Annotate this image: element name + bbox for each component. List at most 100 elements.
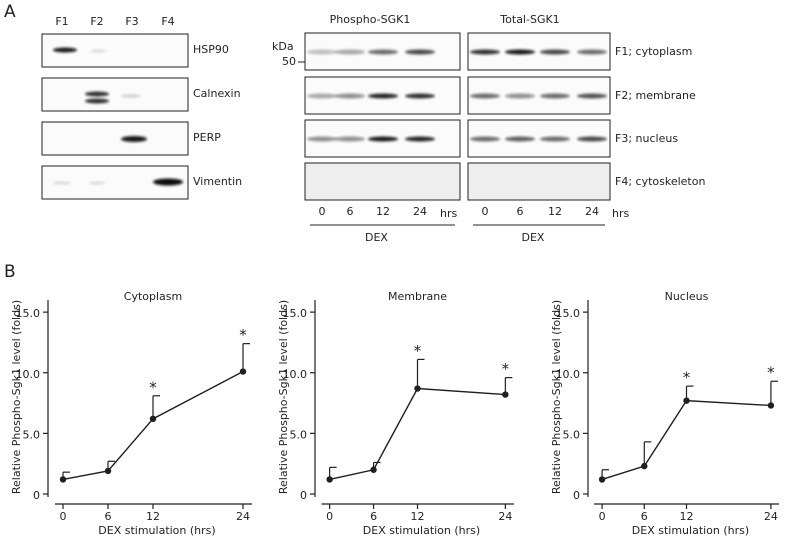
time-label: 12 (548, 205, 562, 218)
data-point (149, 415, 157, 423)
x-tick-label: 12 (146, 510, 160, 523)
band (121, 136, 147, 142)
y-tick-label: 15.0 (283, 307, 308, 320)
data-point (641, 462, 648, 470)
column-label: F4 (161, 15, 174, 28)
significance-mark: * (149, 378, 157, 396)
band (540, 93, 570, 99)
y-tick-label: 15.0 (16, 307, 41, 320)
x-tick-label: 24 (498, 510, 512, 523)
band (368, 93, 398, 99)
time-label: 0 (482, 205, 489, 218)
band (405, 49, 435, 55)
band (53, 47, 77, 53)
band (405, 136, 435, 142)
kda-label: kDa (272, 40, 294, 53)
data-line (601, 399, 771, 481)
significance-mark: * (239, 326, 247, 344)
band (577, 93, 607, 99)
time-label: 6 (347, 205, 354, 218)
blot-box (467, 162, 611, 201)
y-tick-label: 10.0 (556, 368, 581, 381)
x-tick-label: 12 (411, 510, 425, 523)
y-axis-label: Relative Phospho-Sgk1 level (folds) (277, 300, 290, 494)
time-label: 24 (413, 205, 427, 218)
x-axis-label: DEX stimulation (hrs) (632, 524, 749, 537)
row-label: Vimentin (193, 175, 242, 188)
time-label: 0 (319, 205, 326, 218)
x-tick-label: 0 (599, 510, 606, 523)
data-point (598, 476, 606, 483)
row-label: F1; cytoplasm (615, 45, 692, 58)
band (307, 93, 337, 99)
blot-title: Phospho-SGK1 (330, 13, 411, 26)
y-tick-label: 10.0 (16, 368, 41, 381)
data-line (62, 370, 244, 481)
row-label: Calnexin (193, 87, 241, 100)
band (577, 136, 607, 142)
band (90, 49, 106, 53)
band (505, 93, 535, 99)
y-tick-label: 5.0 (563, 428, 581, 441)
time-unit: hrs (440, 207, 457, 220)
y-tick-label: 15.0 (556, 307, 581, 320)
data-point (414, 385, 421, 392)
data-point (683, 397, 690, 404)
row-label: HSP90 (193, 43, 229, 56)
significance-mark: * (767, 364, 775, 382)
band (368, 136, 398, 142)
band (335, 136, 365, 142)
time-label: 24 (585, 205, 599, 218)
treatment-label: DEX (365, 231, 388, 244)
x-tick-label: 12 (680, 510, 694, 523)
y-tick-label: 0 (33, 489, 40, 502)
data-point (59, 476, 67, 483)
y-axis-label: Relative Phospho-Sgk1 level (folds) (10, 300, 23, 494)
blot-box (41, 77, 189, 112)
chart-title: Cytoplasm (124, 290, 182, 303)
x-tick-label: 6 (641, 510, 648, 523)
band (335, 49, 365, 55)
band (540, 136, 570, 142)
time-unit: hrs (612, 207, 629, 220)
significance-mark: * (414, 342, 422, 360)
panel-label: B (4, 262, 16, 282)
row-label: F2; membrane (615, 89, 696, 102)
x-tick-label: 6 (105, 510, 112, 523)
band (89, 181, 105, 185)
band (153, 178, 183, 186)
data-point (767, 402, 775, 409)
blot-title: Total-SGK1 (499, 13, 559, 26)
band (505, 49, 535, 55)
treatment-label: DEX (522, 231, 545, 244)
band (85, 91, 109, 97)
row-label: PERP (193, 131, 221, 144)
data-point (239, 368, 247, 375)
y-tick-label: 0 (300, 489, 307, 502)
band (85, 98, 109, 104)
band (307, 136, 337, 142)
band (577, 49, 607, 55)
x-axis-label: DEX stimulation (hrs) (98, 524, 215, 537)
chart-title: Nucleus (665, 290, 709, 303)
data-point (502, 391, 509, 398)
y-tick-label: 10.0 (283, 368, 308, 381)
significance-mark: * (683, 369, 691, 387)
band (470, 93, 500, 99)
time-label: 12 (376, 205, 390, 218)
x-tick-label: 6 (370, 510, 377, 523)
y-tick-label: 0 (573, 489, 580, 502)
x-tick-label: 0 (326, 510, 333, 523)
band (335, 93, 365, 99)
band (368, 49, 398, 55)
x-axis-label: DEX stimulation (hrs) (363, 524, 480, 537)
column-label: F1 (55, 15, 68, 28)
band (540, 49, 570, 55)
blot-box (41, 121, 189, 156)
significance-mark: * (502, 360, 510, 378)
band (470, 136, 500, 142)
chart-title: Membrane (388, 290, 447, 303)
blot-box (304, 162, 461, 201)
column-label: F2 (90, 15, 103, 28)
row-label: F3; nucleus (615, 132, 678, 145)
